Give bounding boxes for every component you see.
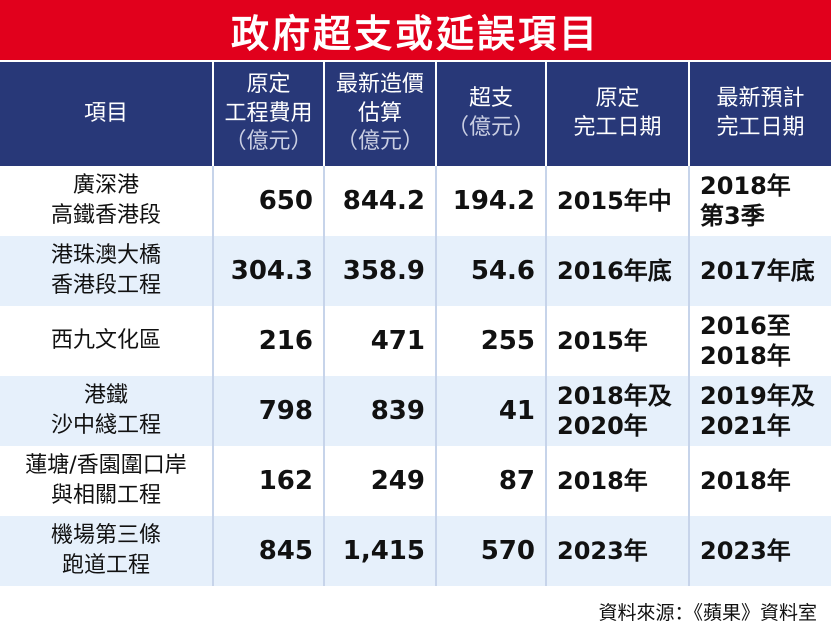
table-row: 港鐵 沙中綫工程 798 839 41 2018年及 2020年 2019年及 2021年: [0, 376, 831, 446]
orig-date-cell: 2015年: [546, 306, 690, 376]
source-note: 資料來源：《蘋果》資料室: [598, 602, 817, 624]
header-orig-cost: 原定 工程費用 （億元）: [213, 62, 325, 166]
latest-cost-cell: 249: [324, 446, 437, 516]
header-latest-cost: 最新造價 估算 （億元）: [324, 62, 437, 166]
orig-cost-cell: 845: [213, 516, 325, 586]
orig-date-cell: 2016年底: [546, 236, 690, 306]
overrun-cell: 87: [436, 446, 547, 516]
latest-date-cell: 2017年底: [689, 236, 831, 306]
orig-cost-cell: 650: [213, 166, 325, 236]
table-row: 機場第三條 跑道工程 845 1,415 570 2023年 2023年: [0, 516, 831, 586]
header-latest-date: 最新預計 完工日期: [689, 62, 831, 166]
table-row: 西九文化區 216 471 255 2015年 2016至 2018年: [0, 306, 831, 376]
orig-cost-cell: 304.3: [213, 236, 325, 306]
latest-date-cell: 2023年: [689, 516, 831, 586]
latest-date-cell: 2016至 2018年: [689, 306, 831, 376]
latest-cost-cell: 844.2: [324, 166, 437, 236]
table-row: 廣深港 高鐵香港段 650 844.2 194.2 2015年中 2018年 第3季: [0, 166, 831, 236]
orig-cost-cell: 216: [213, 306, 325, 376]
latest-date-cell: 2018年 第3季: [689, 166, 831, 236]
latest-cost-cell: 839: [324, 376, 437, 446]
project-name-cell: 蓮塘/香園圍口岸 與相關工程: [0, 446, 214, 516]
project-name-cell: 港珠澳大橋 香港段工程: [0, 236, 214, 306]
latest-cost-cell: 471: [324, 306, 437, 376]
overrun-cell: 41: [436, 376, 547, 446]
orig-cost-cell: 798: [213, 376, 325, 446]
page-title: 政府超支或延誤項目: [0, 0, 831, 60]
overrun-cell: 570: [436, 516, 547, 586]
latest-date-cell: 2019年及 2021年: [689, 376, 831, 446]
overrun-cell: 255: [436, 306, 547, 376]
table-row: 蓮塘/香園圍口岸 與相關工程 162 249 87 2018年 2018年: [0, 446, 831, 516]
header-project: 項目: [0, 62, 214, 166]
project-table: 項目 原定 工程費用 （億元） 最新造價 估算 （億元） 超支 （億元） 原定 …: [0, 62, 831, 586]
table-row: 港珠澳大橋 香港段工程 304.3 358.9 54.6 2016年底 2017年底: [0, 236, 831, 306]
overrun-cell: 194.2: [436, 166, 547, 236]
orig-date-cell: 2018年: [546, 446, 690, 516]
latest-cost-cell: 358.9: [324, 236, 437, 306]
project-name-cell: 港鐵 沙中綫工程: [0, 376, 214, 446]
latest-date-cell: 2018年: [689, 446, 831, 516]
project-name-cell: 西九文化區: [0, 306, 214, 376]
project-name-cell: 廣深港 高鐵香港段: [0, 166, 214, 236]
orig-date-cell: 2023年: [546, 516, 690, 586]
header-overrun: 超支 （億元）: [436, 62, 547, 166]
header-orig-date: 原定 完工日期: [546, 62, 690, 166]
orig-date-cell: 2015年中: [546, 166, 690, 236]
overrun-cell: 54.6: [436, 236, 547, 306]
orig-date-cell: 2018年及 2020年: [546, 376, 690, 446]
latest-cost-cell: 1,415: [324, 516, 437, 586]
project-name-cell: 機場第三條 跑道工程: [0, 516, 214, 586]
orig-cost-cell: 162: [213, 446, 325, 516]
table-header-row: 項目 原定 工程費用 （億元） 最新造價 估算 （億元） 超支 （億元） 原定 …: [0, 62, 831, 166]
